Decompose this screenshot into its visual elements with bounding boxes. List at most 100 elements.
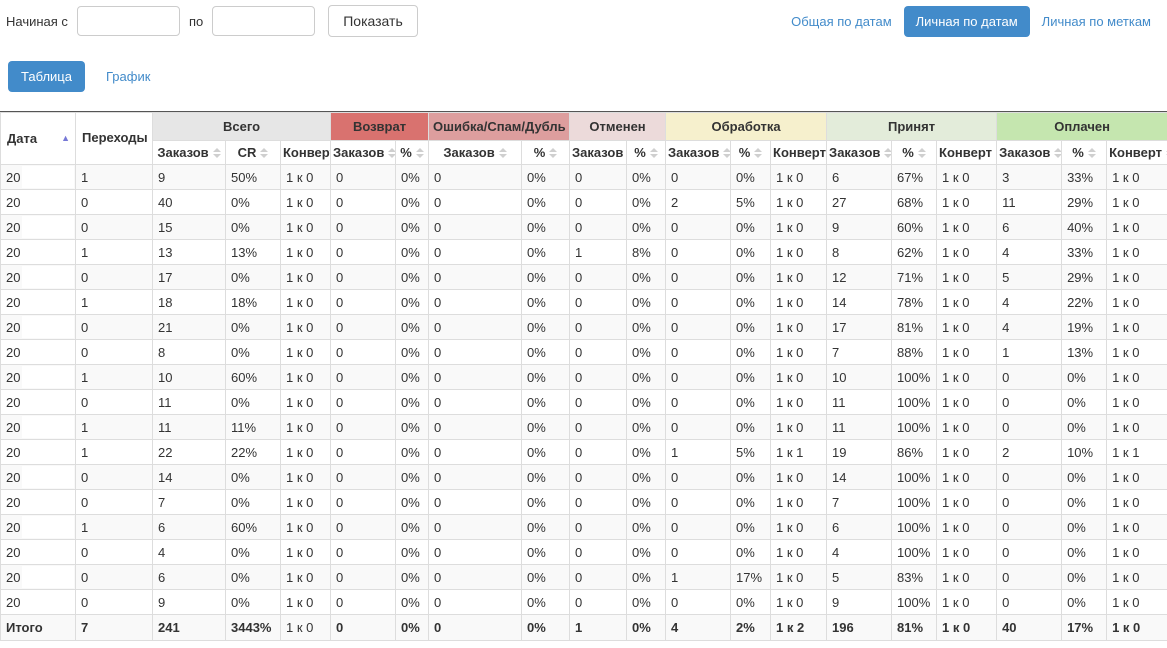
- table-cell: 33%: [1061, 164, 1108, 190]
- table-cell: 1 к 0: [770, 164, 828, 190]
- table-cell: 11: [826, 414, 893, 440]
- redaction-overlay: [22, 366, 74, 388]
- table-cell: 8: [826, 239, 893, 265]
- col-header-4-1[interactable]: %: [730, 140, 772, 165]
- total-cell: 1 к 0: [1106, 614, 1167, 641]
- table-cell: 13%: [225, 239, 281, 265]
- table-cell: 0%: [730, 514, 772, 540]
- table-cell: 1 к 0: [1106, 339, 1167, 365]
- date-cell: 20: [0, 489, 76, 515]
- table-cell: 0: [665, 264, 732, 290]
- table-cell: 1 к 0: [1106, 514, 1167, 540]
- table-cell: 0: [569, 439, 628, 465]
- col-header-3-1[interactable]: %: [626, 140, 667, 165]
- table-cell: 0: [428, 289, 523, 315]
- table-cell: 0%: [626, 589, 667, 615]
- col-header-4-2[interactable]: Конверт: [770, 140, 828, 165]
- show-button[interactable]: Показать: [328, 5, 418, 37]
- sort-toggle-icon: [260, 147, 269, 158]
- table-cell: 0%: [521, 489, 571, 515]
- table-cell: 0: [75, 314, 153, 340]
- date-to-input[interactable]: [212, 6, 316, 36]
- table-cell: 9: [152, 589, 226, 615]
- col-header-5-0[interactable]: Заказов: [826, 140, 893, 165]
- table-cell: 0%: [395, 239, 430, 265]
- table-cell: 0: [569, 464, 628, 490]
- col-header-date[interactable]: Дата ▲: [0, 112, 76, 165]
- date-from-input[interactable]: [76, 6, 180, 36]
- table-cell: 0%: [521, 364, 571, 390]
- table-cell: 0%: [730, 464, 772, 490]
- col-header-5-2[interactable]: Конверт: [936, 140, 998, 165]
- total-cell: 4: [665, 614, 732, 641]
- table-cell: 1 к 0: [770, 239, 828, 265]
- table-cell: 0: [665, 464, 732, 490]
- table-cell: 6: [152, 514, 226, 540]
- total-cell: 0%: [395, 614, 430, 641]
- table-cell: 83%: [891, 564, 938, 590]
- table-cell: 4: [996, 314, 1063, 340]
- sort-toggle-icon: [1087, 147, 1096, 158]
- col-header-0-0[interactable]: Заказов: [152, 140, 226, 165]
- table-cell: 0: [569, 414, 628, 440]
- table-cell: 0%: [521, 389, 571, 415]
- table-cell: 13: [152, 239, 226, 265]
- table-cell: 8: [152, 339, 226, 365]
- table-cell: 14: [826, 289, 893, 315]
- table-cell: 0%: [521, 339, 571, 365]
- table-cell: 0%: [1061, 514, 1108, 540]
- table-cell: 0%: [626, 214, 667, 240]
- table-cell: 0: [75, 539, 153, 565]
- total-cell: 0: [330, 614, 397, 641]
- col-header-3-0[interactable]: Заказов: [569, 140, 628, 165]
- col-header-date-label: Дата: [7, 131, 38, 146]
- table-cell: 1 к 0: [936, 539, 998, 565]
- table-cell: 0%: [730, 239, 772, 265]
- table-cell: 0: [330, 239, 397, 265]
- col-header-2-0[interactable]: Заказов: [428, 140, 523, 165]
- col-header-0-2[interactable]: Конверт: [279, 140, 332, 165]
- table-cell: 0%: [521, 289, 571, 315]
- table-cell: 1 к 0: [279, 314, 332, 340]
- col-header-4-0[interactable]: Заказов: [665, 140, 732, 165]
- col-header-0-1[interactable]: CR: [225, 140, 281, 165]
- table-cell: 1 к 0: [936, 589, 998, 615]
- table-cell: 0%: [225, 564, 281, 590]
- col-header-transitions[interactable]: Переходы: [75, 112, 153, 165]
- table-cell: 0%: [521, 439, 571, 465]
- table-cell: 17: [826, 314, 893, 340]
- redaction-overlay: [22, 416, 74, 438]
- table-cell: 0: [330, 439, 397, 465]
- view-tab-0[interactable]: Общая по датам: [791, 13, 892, 29]
- group-header-6: Оплачен: [996, 112, 1167, 141]
- table-cell: 15: [152, 214, 226, 240]
- view-tab-1[interactable]: Личная по датам: [903, 5, 1030, 37]
- table-cell: 0: [996, 364, 1063, 390]
- total-row: Итого 7 241 3443% 1 к 0 0 0% 0 0% 1 0% 4 2% 1 к 2 196 8…: [0, 614, 1167, 641]
- date-cell: 20: [0, 239, 76, 265]
- table-cell: 1 к 0: [770, 514, 828, 540]
- table-cell: 29%: [1061, 264, 1108, 290]
- table-cell: 1 к 0: [770, 564, 828, 590]
- col-header-2-1[interactable]: %: [521, 140, 571, 165]
- table-cell: 5%: [730, 189, 772, 215]
- col-header-6-0[interactable]: Заказов: [996, 140, 1063, 165]
- table-cell: 0: [330, 264, 397, 290]
- col-header-1-0[interactable]: Заказов: [330, 140, 397, 165]
- table-cell: 0: [665, 514, 732, 540]
- col-header-5-1[interactable]: %: [891, 140, 938, 165]
- view-tab-2[interactable]: Личная по меткам: [1041, 13, 1151, 29]
- table-cell: 0: [996, 389, 1063, 415]
- table-cell: 0%: [521, 189, 571, 215]
- col-header-1-1[interactable]: %: [395, 140, 430, 165]
- table-cell: 0: [665, 414, 732, 440]
- table-cell: 7: [826, 339, 893, 365]
- table-cell: 0: [569, 564, 628, 590]
- table-cell: 1 к 0: [279, 589, 332, 615]
- sort-toggle-icon: [754, 147, 763, 158]
- mode-tab-1[interactable]: График: [105, 69, 151, 84]
- col-header-6-2[interactable]: Конверт: [1106, 140, 1167, 165]
- col-header-6-1[interactable]: %: [1061, 140, 1108, 165]
- table-cell: 10: [152, 364, 226, 390]
- mode-tab-0[interactable]: Таблица: [8, 61, 85, 92]
